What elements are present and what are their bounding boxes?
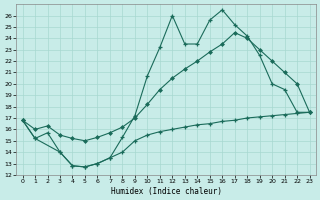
X-axis label: Humidex (Indice chaleur): Humidex (Indice chaleur) [111, 187, 221, 196]
